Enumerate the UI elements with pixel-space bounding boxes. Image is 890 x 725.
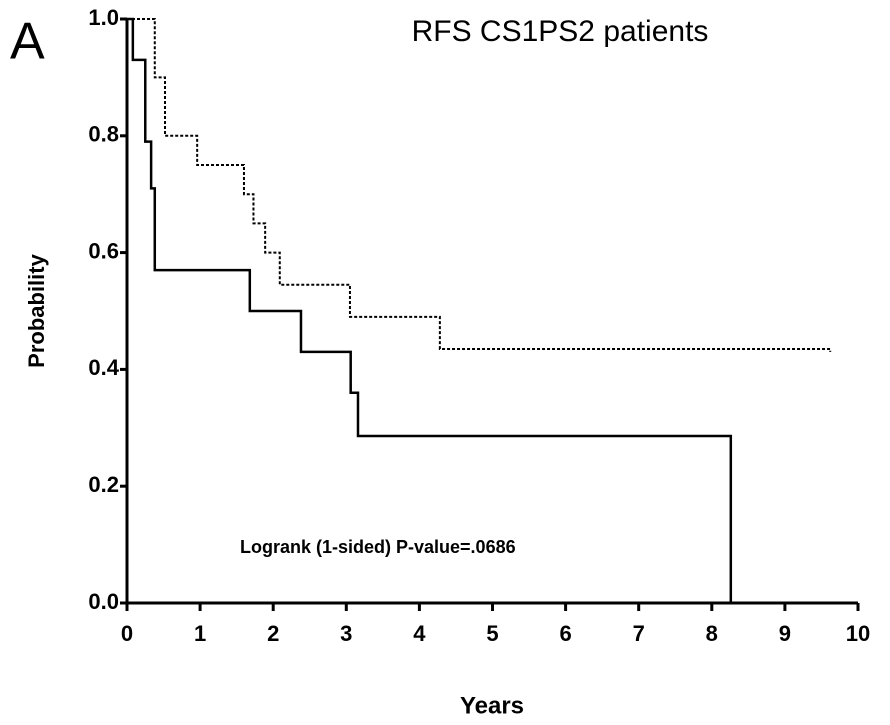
panel-label: A <box>10 13 45 71</box>
y-tick-label: 1.0 <box>88 5 119 30</box>
x-tick-label: 2 <box>267 621 279 646</box>
y-tick-label: 0.2 <box>88 472 119 497</box>
x-tick-label: 0 <box>121 621 133 646</box>
x-tick-label: 6 <box>559 621 571 646</box>
x-tick-label: 10 <box>846 621 870 646</box>
x-axis-label: Years <box>460 692 524 719</box>
y-axis-label: Probability <box>24 253 49 367</box>
y-tick-label: 0.4 <box>88 355 119 380</box>
x-tick-label: 9 <box>779 621 791 646</box>
survival-line <box>127 17 733 603</box>
y-tick-label: 0.6 <box>88 238 119 263</box>
y-tick-label: 0.0 <box>88 589 119 614</box>
x-tick-label: 4 <box>413 621 426 646</box>
y-tick-label: 0.8 <box>88 122 119 147</box>
x-tick-label: 3 <box>340 621 352 646</box>
x-tick-label: 5 <box>486 621 498 646</box>
x-tick-label: 8 <box>706 621 718 646</box>
chart-title: RFS CS1PS2 patients <box>412 15 709 48</box>
x-tick-label: 1 <box>194 621 206 646</box>
x-tick-label: 7 <box>633 621 645 646</box>
survival-line <box>127 18 832 352</box>
annotation: Logrank (1-sided) P-value=.0686 <box>240 537 516 557</box>
